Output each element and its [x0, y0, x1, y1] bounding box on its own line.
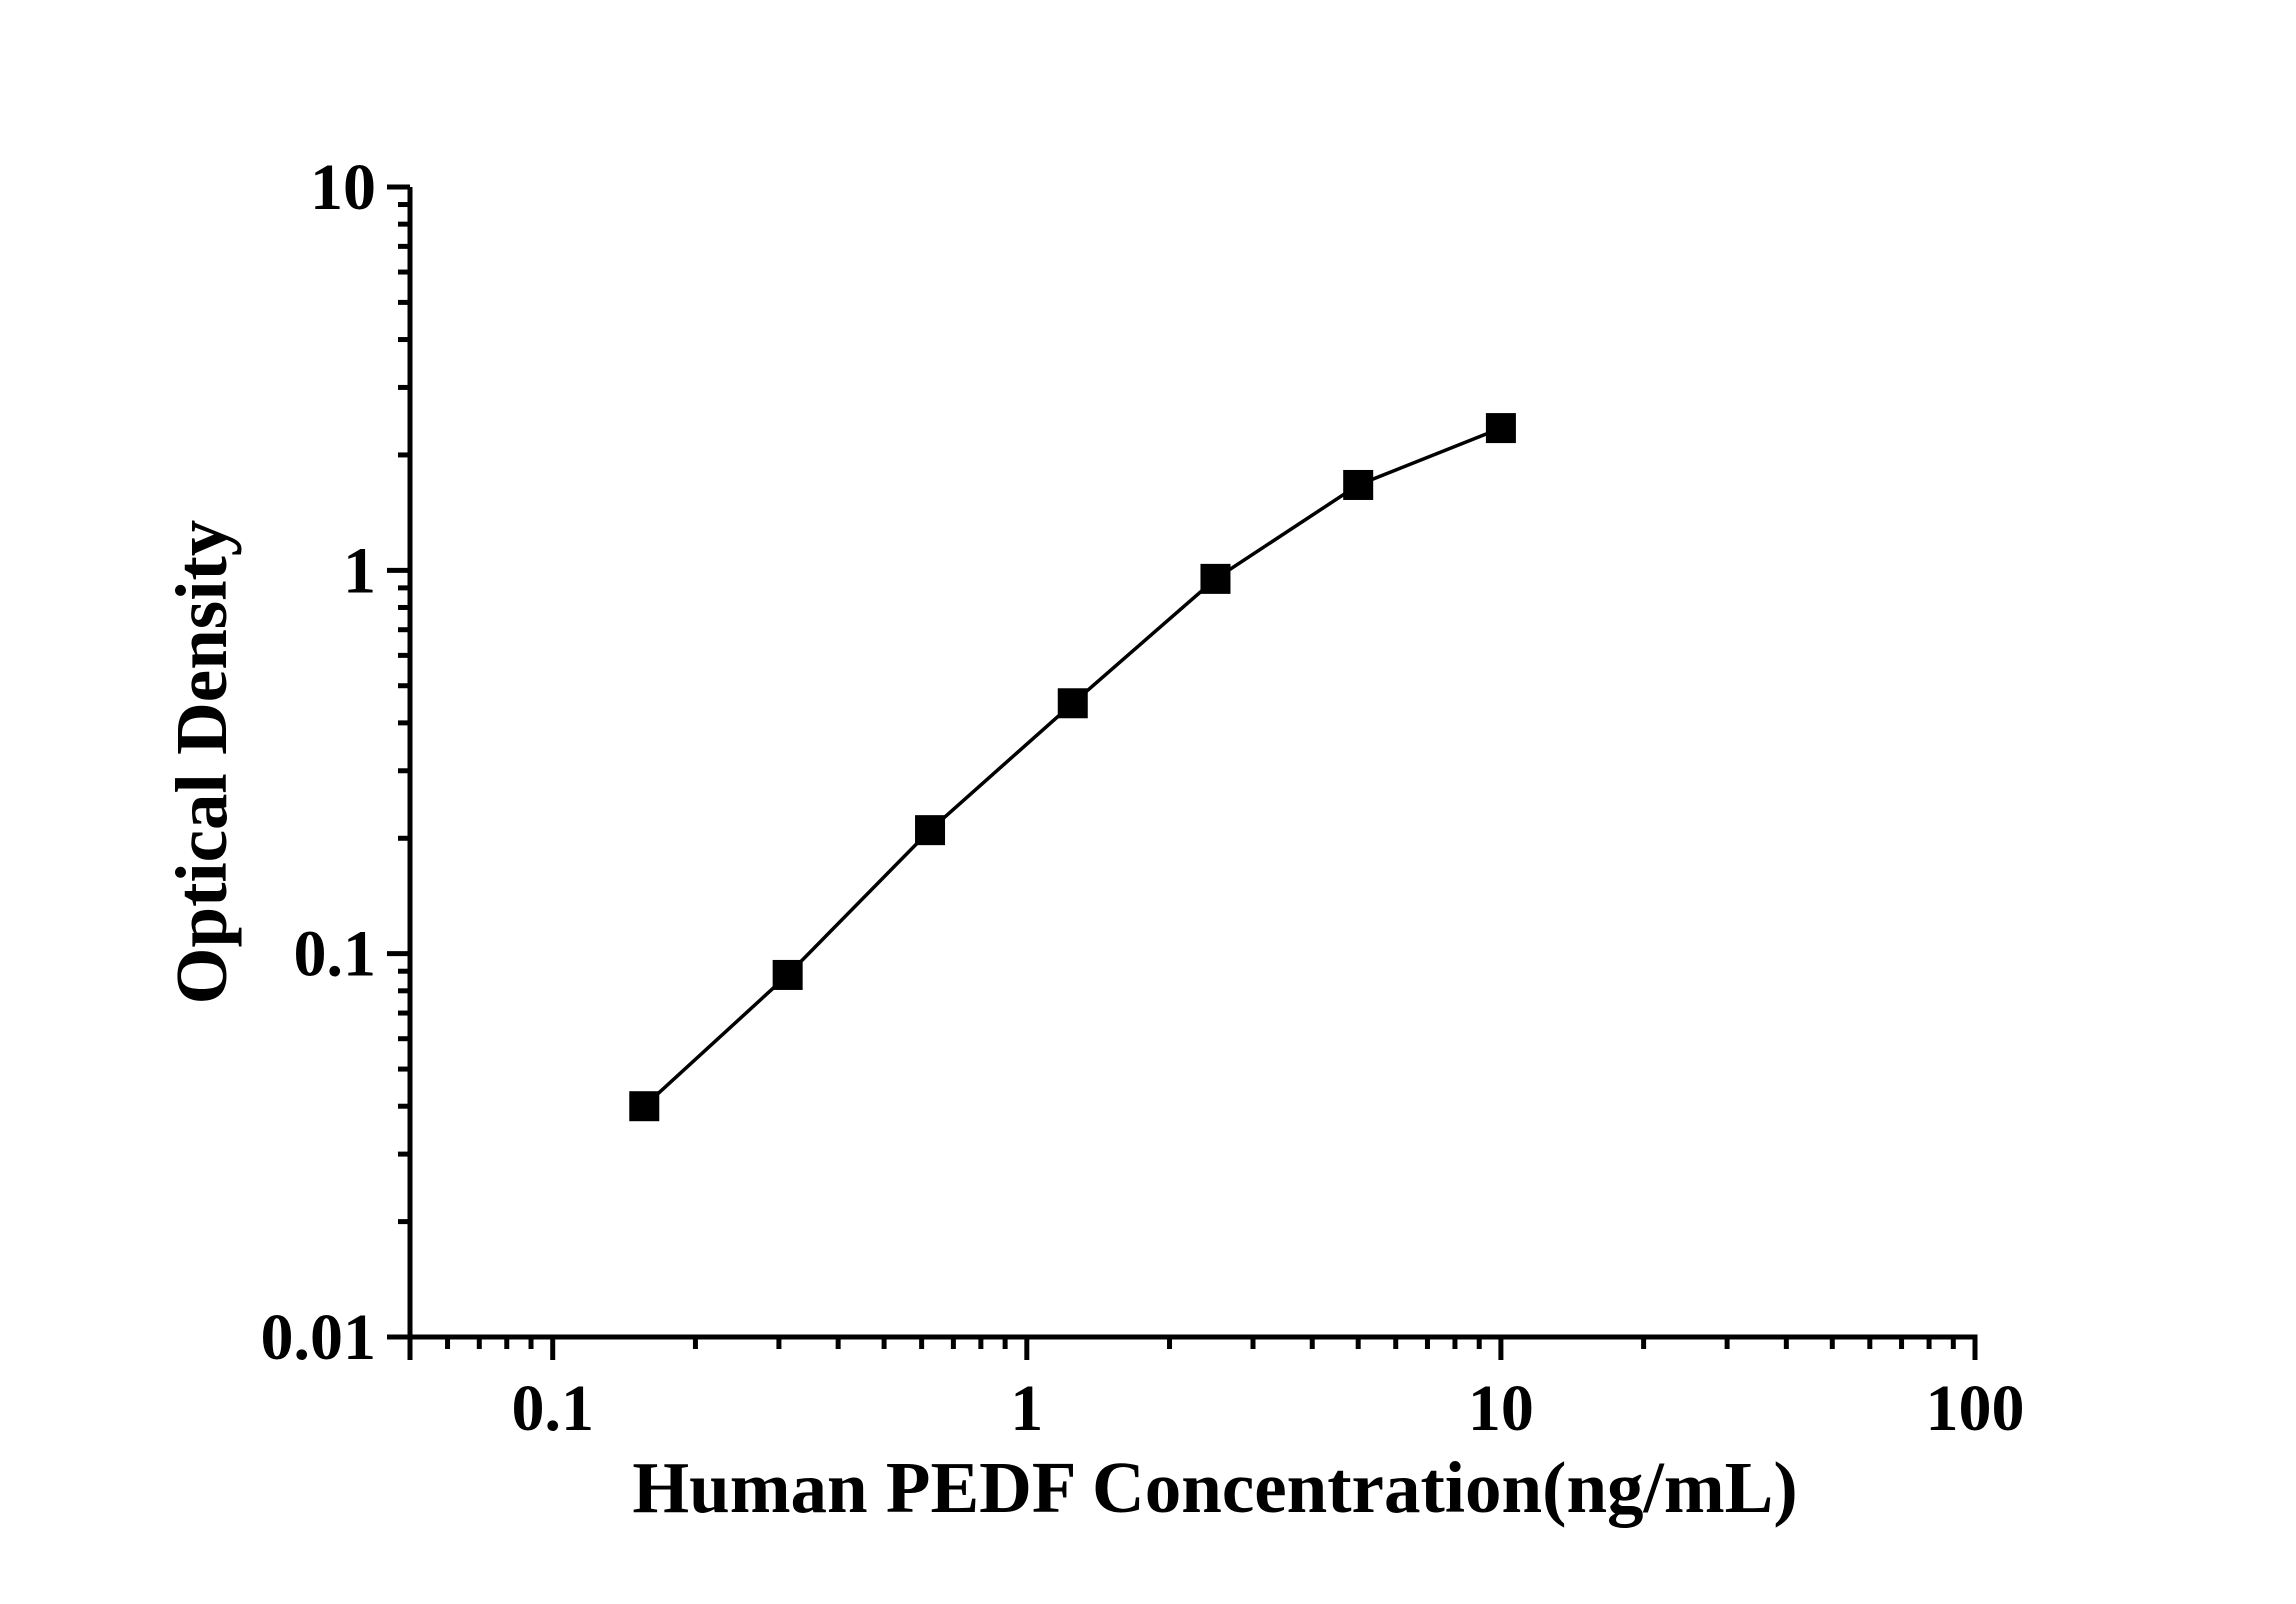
y-tick-label: 1 [343, 534, 376, 607]
data-point-marker [1200, 563, 1231, 594]
y-tick-label: 10 [310, 151, 376, 224]
data-point-marker [915, 815, 946, 846]
data-point-marker [629, 1091, 660, 1122]
axes-layer: 0.1 1 10 100 10 1 0.1 0.01 [261, 151, 2025, 1445]
y-axis-title: Optical Density [161, 520, 242, 1005]
y-tick-label: 0.01 [261, 1301, 377, 1374]
data-point-marker [1343, 469, 1374, 500]
data-point-marker [1057, 688, 1088, 719]
x-tick-label: 0.1 [511, 1372, 594, 1445]
y-tick-label: 0.1 [294, 918, 377, 991]
series-line [643, 426, 1502, 1108]
x-tick-label: 1 [1010, 1372, 1043, 1445]
data-point-marker [1485, 413, 1516, 444]
data-series-layer [629, 413, 1516, 1122]
x-axis-title: Human PEDF Concentration(ng/mL) [632, 1447, 1797, 1528]
x-tick-label: 10 [1468, 1372, 1534, 1445]
data-point-marker [772, 959, 803, 990]
x-tick-label: 100 [1926, 1372, 2025, 1445]
